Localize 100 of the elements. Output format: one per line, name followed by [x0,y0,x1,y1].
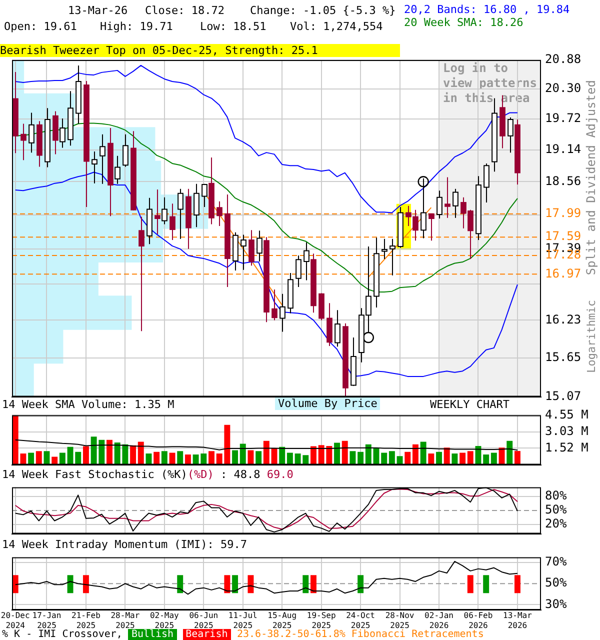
bar [483,454,490,465]
x-tick-label: 21-Feb 2025 [72,611,101,630]
bar [404,452,411,465]
text: Close: 18.72 [145,4,224,17]
y-tick-label: 50% [545,502,568,517]
text: Volume By Price [275,397,380,410]
bar [208,451,214,465]
text: Bullish [128,629,177,640]
x-tick-label: 19-Sep 2025 [306,611,336,630]
text: 20,2 Bands: 16.80 , 19.84 [404,3,570,16]
y-tick-label: 30% [545,596,568,611]
bar [514,450,520,465]
y-tick-label: 15.65 [545,350,582,364]
x-tick-label: 06-Jun 2025 [189,611,218,630]
x-tick-label: 11-Jul 2025 [228,611,258,630]
text: Low: 18.51 [200,20,266,33]
bar [106,440,112,465]
x-tick-label: 28-Nov 2025 [385,611,414,630]
x-tick-label: 24-Oct 2025 [346,611,376,630]
y-tick-label: 80% [545,488,568,503]
y-tick-label: 15.07 [545,388,582,403]
bar [460,452,466,465]
bar [232,450,238,465]
bar [506,440,513,465]
y-tick-label: 4.55 M [545,407,588,422]
text: Logarithmic [585,300,598,373]
bar [490,452,497,465]
text: 23.6-38.2-50-61.8% Fibonacci Retracements [237,629,484,640]
x-tick-label: 17-Jan 2025 [32,611,62,630]
bar [138,442,144,465]
bar [388,451,395,465]
text: Bearish Tweezer Top on 05-Dec-25, Strength: 25.1 [0,44,400,57]
bar [310,446,316,465]
ref-line-label: 17.59 [545,229,582,244]
bar [412,444,418,465]
y-tick-label: 18.56 [545,174,582,188]
bar [428,453,434,465]
bar [263,440,270,465]
bar [358,452,364,465]
text: (%K) [160,468,188,481]
bar [381,452,388,465]
bar [52,456,58,465]
bar [279,446,286,465]
chart-title: 14 Week Fast Stochastic [2,468,154,481]
y-tick-label: 1.52 M [545,440,588,454]
bar [82,446,89,465]
bar [396,456,403,465]
bar [467,451,474,465]
y-tick-label: 3.03 M [545,424,588,438]
bar [161,451,168,465]
text: Bearish [182,629,231,640]
y-tick-label: 16.23 [545,312,582,326]
bar [286,452,293,465]
bar [36,451,42,465]
bar [177,451,184,465]
bar [365,444,372,465]
y-tick-label: 19.72 [545,111,582,126]
text: Vol: 1,274,554 [290,20,383,33]
x-tick-label: 02-Jan 2026 [424,611,454,630]
bar [436,452,442,465]
chart-title: 14 Week Intraday Momentum (IMI): 59.7 [2,538,248,551]
legend-title: % K - IMI Crossover, [2,629,122,640]
x-tick-label: 15-Aug 2025 [268,611,297,630]
bar [154,452,160,465]
bar [420,442,426,465]
bar [444,448,450,465]
y-tick-label: 50% [545,576,568,590]
bar [452,453,458,465]
bar [256,451,262,465]
y-tick-label: 20.30 [545,81,582,96]
bar [59,452,66,465]
text: 20 Week SMA: 18.26 [404,16,524,29]
x-tick-label: 06-Feb 2026 [464,611,493,630]
y-axis-title: Split and Dividend Adjusted [584,80,598,276]
y-tick-label: 20% [545,516,568,531]
bar [342,440,348,465]
bar [498,448,505,465]
x-tick-label: 02-May 2025 [150,611,180,630]
bar [130,445,136,465]
text: : 48.8 [220,468,260,481]
bar [184,454,191,465]
bar [169,452,176,465]
text: (%D) [187,468,214,481]
x-tick-label: 28-Mar 2025 [110,611,140,630]
bar [240,444,246,465]
text: Open: 19.61 [4,20,77,33]
text: 13-Mar-26 [68,4,128,17]
text: High: 19.71 [100,20,173,33]
x-tick-label: 13-Mar 2026 [503,611,532,630]
bar [248,450,254,465]
x-tick-label: 20-Dec 2024 [0,611,30,630]
text: Change: -1.05 {-5.3 %} [250,4,396,17]
bar [350,451,356,465]
ref-line-label: 17.99 [545,206,582,220]
bar [334,442,340,465]
y-tick-label: 70% [545,554,568,569]
y-tick-label: 20.88 [545,52,582,66]
text: 14 Week SMA Volume: 1.35 M [2,398,174,411]
y-tick-label: 19.14 [545,142,582,156]
text: WEEKLY CHART [430,398,510,411]
